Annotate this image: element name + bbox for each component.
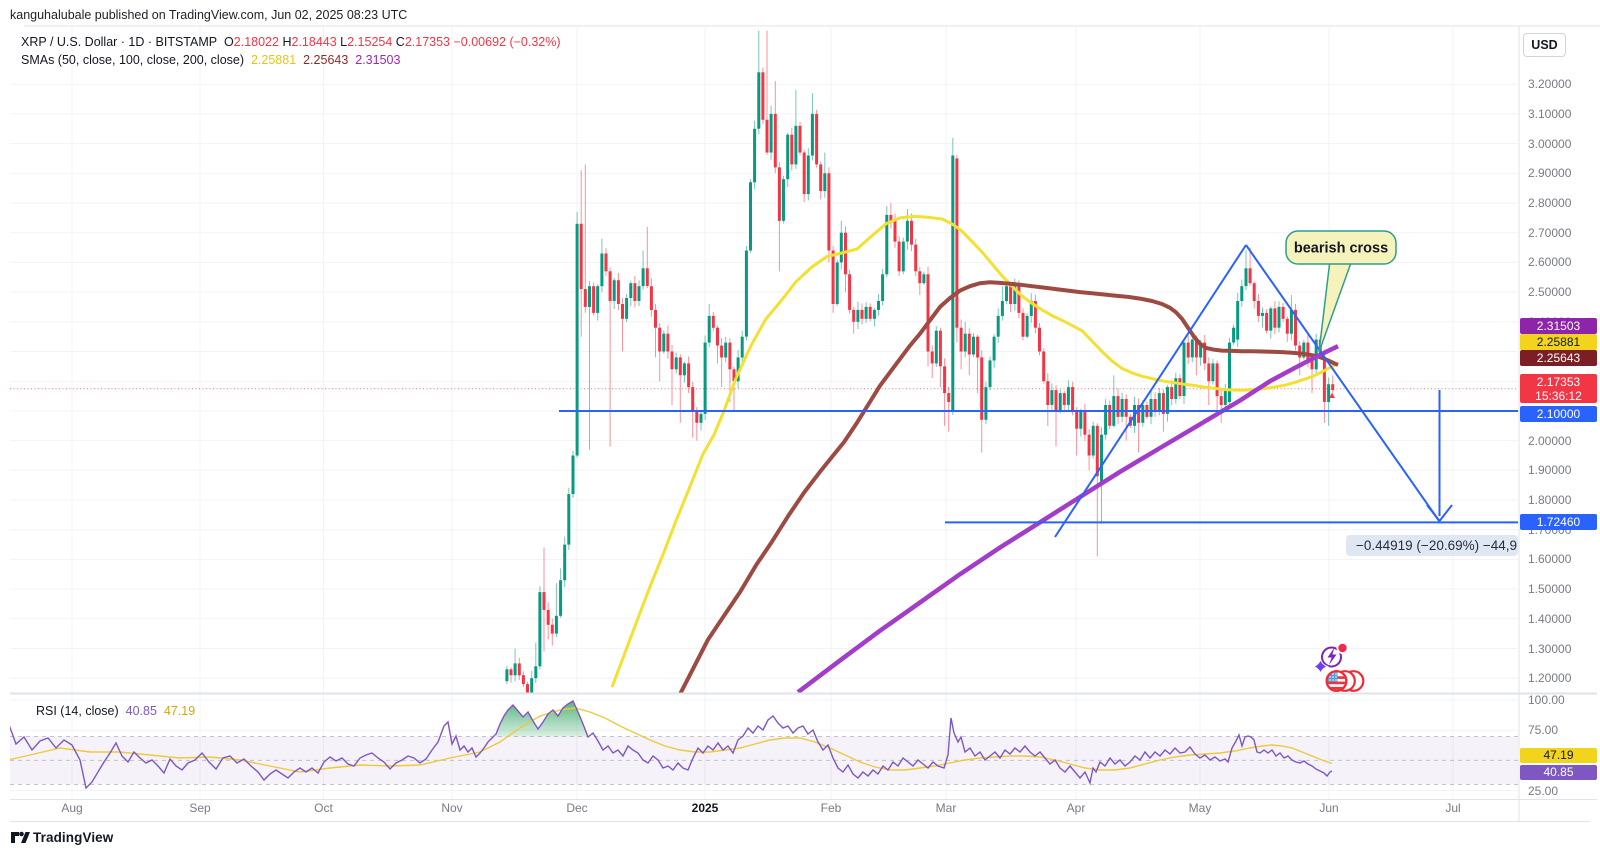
svg-text:bearish cross: bearish cross <box>1294 241 1388 257</box>
